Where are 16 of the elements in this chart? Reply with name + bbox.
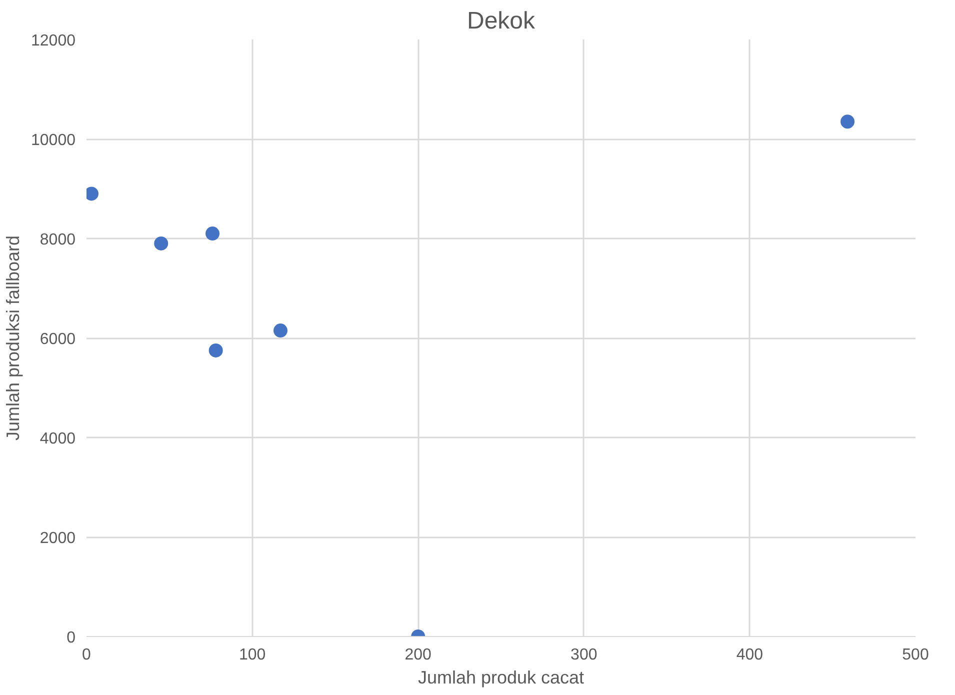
x-tick-label: 200 (404, 646, 432, 664)
y-tick-label: 2000 (40, 530, 76, 547)
x-tick-label: 400 (736, 646, 764, 664)
y-tick-label: 10000 (31, 132, 76, 149)
y-tick-label: 12000 (31, 32, 76, 50)
x-tick-label: 500 (902, 646, 929, 664)
y-tick-label: 4000 (40, 430, 76, 448)
y-tick-label: 0 (66, 630, 76, 646)
x-tick-label: 100 (238, 646, 266, 664)
x-tick-label: 0 (82, 646, 92, 664)
x-axis-title: Jumlah produk cacat (418, 668, 584, 688)
y-tick-label: 8000 (40, 232, 76, 248)
y-axis-title: Jumlah produksi fallboard (3, 235, 24, 441)
x-tick-label: 300 (570, 646, 598, 664)
chart-title: Dekok (466, 8, 536, 34)
y-tick-label: 6000 (40, 331, 76, 348)
